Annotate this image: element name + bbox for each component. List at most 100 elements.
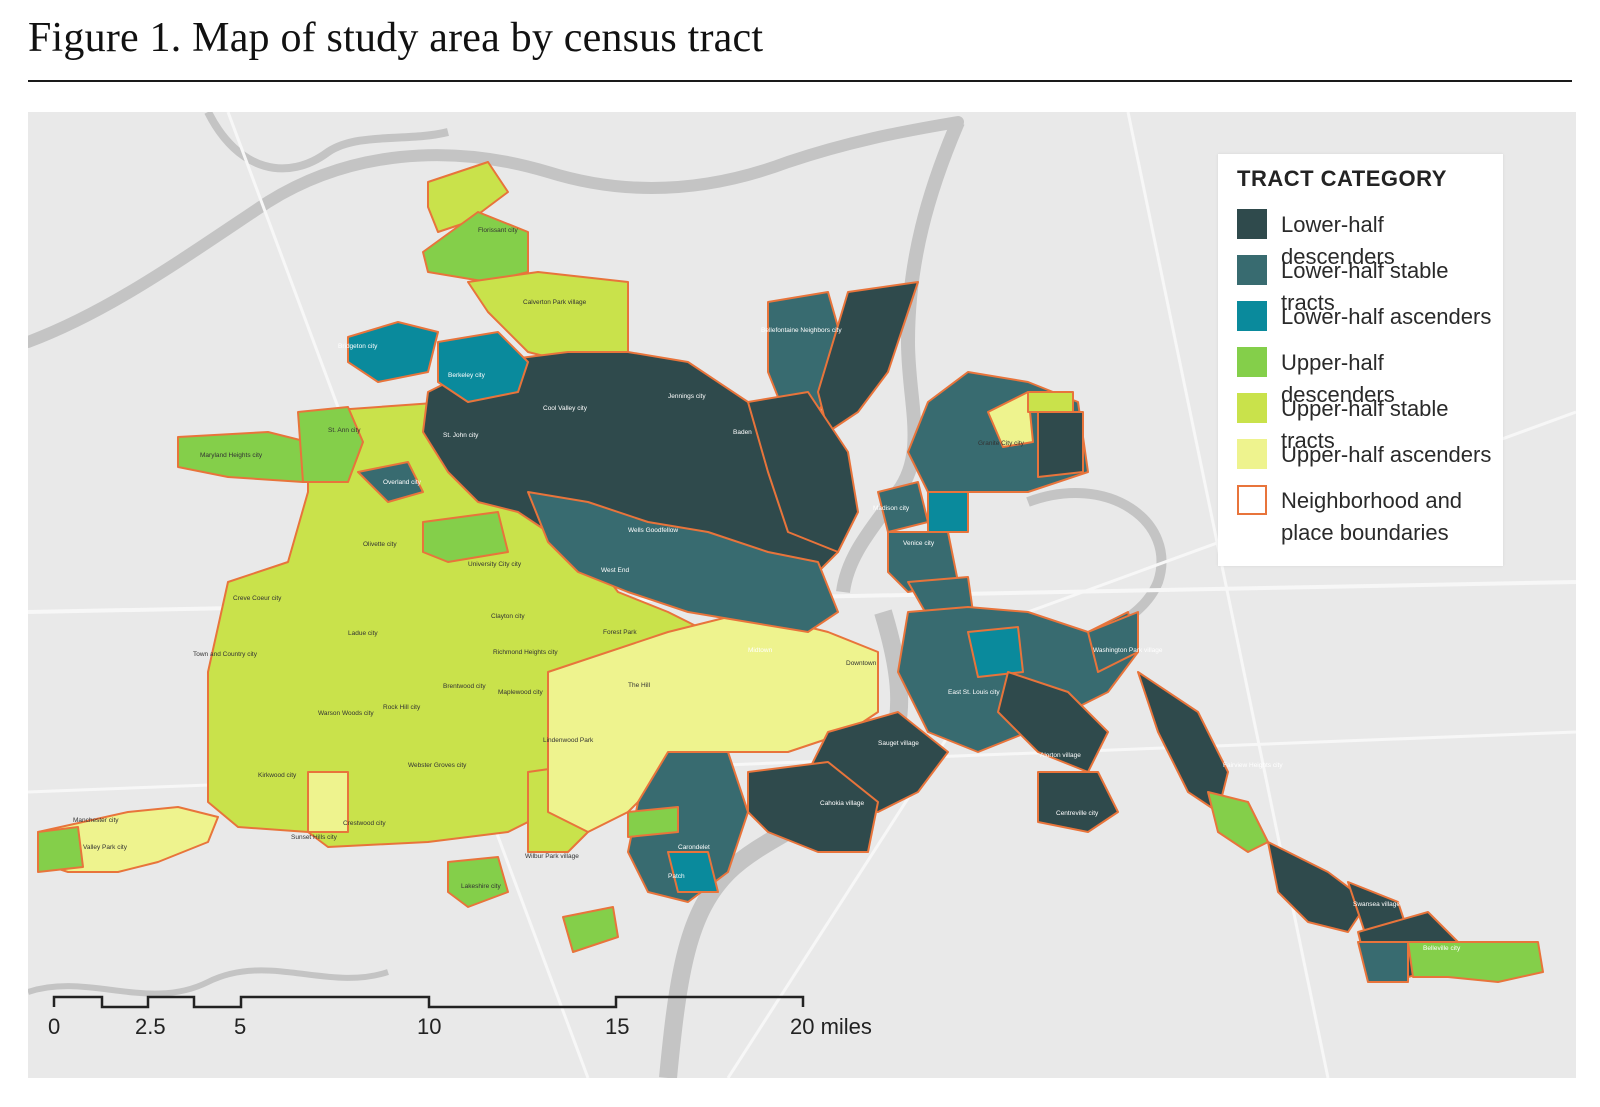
place-label-bellefontaine: Bellefontaine Neighbors city	[761, 327, 842, 334]
legend-label: Lower-half descenders	[1281, 212, 1395, 269]
place-label-carondelet: Carondelet	[678, 844, 710, 851]
tract-university-city[interactable]	[422, 511, 509, 563]
legend-label: Upper-half descenders	[1281, 350, 1395, 407]
legend-label: Lower-half stable tracts	[1281, 258, 1449, 315]
tract-holly-green[interactable]	[627, 806, 679, 838]
place-label-town-country: Town and Country city	[193, 651, 258, 658]
place-labels: Florissant city Calverton Park village B…	[73, 227, 1461, 952]
tract-riverview[interactable]	[817, 281, 919, 433]
legend-title: TRACT CATEGORY	[1237, 166, 1447, 191]
tract-south-green[interactable]	[562, 906, 619, 953]
place-label-florissant: Florissant city	[478, 227, 518, 234]
legend-label: Lower-half ascenders	[1281, 304, 1492, 329]
place-label-cool-valley: Cool Valley city	[543, 405, 588, 412]
place-label-st-john: St. John city	[443, 432, 479, 439]
scale-tick-15: 15	[605, 1014, 629, 1039]
scale-bar-labels: 0 2.5 5 10 15 20 miles	[48, 1014, 872, 1039]
place-label-fairview-heights: Fairview Heights city	[1223, 762, 1283, 769]
tract-fairview-heights[interactable]	[1137, 671, 1229, 813]
place-label-valley-park: Valley Park city	[83, 844, 128, 851]
tract-cahokia[interactable]	[747, 761, 879, 853]
tract-belleville-stable[interactable]	[1357, 941, 1409, 983]
tract-north-stable[interactable]	[527, 491, 839, 633]
place-label-wilbur-park: Wilbur Park village	[525, 853, 579, 860]
place-label-brentwood: Brentwood city	[443, 683, 486, 690]
scale-tick-2-5: 2.5	[135, 1014, 166, 1039]
place-label-midtown: Midtown	[748, 647, 773, 654]
place-label-granite-city: Granite City city	[978, 440, 1025, 447]
place-label-belleville: Belleville city	[1423, 945, 1461, 952]
place-label-maplewood: Maplewood city	[498, 689, 544, 696]
legend-swatch	[1237, 301, 1267, 331]
place-label-baden: Baden	[733, 429, 752, 436]
tract-patch[interactable]	[667, 851, 719, 893]
tract-granite-dark[interactable]	[1037, 411, 1084, 478]
tract-riverfront[interactable]	[747, 391, 859, 553]
place-label-crestwood: Crestwood city	[343, 820, 386, 827]
legend-swatch	[1237, 439, 1267, 469]
figure-title: Figure 1. Map of study area by census tr…	[28, 15, 764, 61]
legend: TRACT CATEGORY Lower-half descenders Low…	[1218, 154, 1503, 566]
legend-item-upper-half-descenders: Upper-half descenders	[1237, 347, 1503, 411]
tract-sunset-hills[interactable]	[307, 771, 349, 833]
tract-washington-park[interactable]	[1087, 611, 1139, 673]
tract-fairview-green[interactable]	[1207, 791, 1269, 853]
scale-tick-10: 10	[417, 1014, 441, 1039]
legend-item-lower-half-ascenders: Lower-half ascenders	[1237, 301, 1491, 333]
map-canvas: Florissant city Calverton Park village B…	[28, 112, 1576, 1078]
place-label-rock-hill: Rock Hill city	[383, 704, 421, 711]
place-label-madison: Madison city	[873, 505, 910, 512]
place-label-maryland-heights: Maryland Heights city	[200, 452, 263, 459]
scale-tick-5: 5	[234, 1014, 246, 1039]
tract-granite-green[interactable]	[1027, 391, 1074, 413]
legend-label: Upper-half ascenders	[1281, 442, 1492, 467]
scale-bar-line	[52, 995, 805, 1009]
place-label-sauget: Sauget village	[878, 740, 919, 747]
place-label-lindenwood-park: Lindenwood Park	[543, 737, 594, 744]
legend-label: Upper-half stable tracts	[1281, 396, 1449, 453]
tract-belleville-green[interactable]	[1407, 941, 1544, 983]
tract-swansea[interactable]	[1267, 841, 1369, 933]
place-label-west-end: West End	[601, 567, 629, 574]
tract-berkeley[interactable]	[437, 331, 529, 403]
meramec-river	[28, 967, 389, 997]
legend-swatch-outline	[1237, 485, 1267, 515]
tract-twin-oaks[interactable]	[37, 826, 84, 873]
road-4	[1126, 112, 1330, 1078]
place-label-kirkwood: Kirkwood city	[258, 772, 297, 779]
place-label-wells-goodfellow: Wells Goodfellow	[628, 527, 678, 534]
legend-item-lower-half-descenders: Lower-half descenders	[1237, 209, 1503, 273]
tract-eastside-asc[interactable]	[967, 626, 1024, 678]
place-label-manchester: Manchester city	[73, 817, 119, 824]
place-label-overland: Overland city	[383, 479, 422, 486]
place-label-richmond-heights: Richmond Heights city	[493, 649, 558, 656]
tract-bridgeton[interactable]	[347, 321, 439, 383]
place-label-east-stlouis: East St. Louis city	[948, 689, 1000, 696]
tract-lakeshire[interactable]	[447, 856, 509, 908]
place-label-university-city: University City city	[468, 561, 522, 568]
place-label-washington-park: Washington Park village	[1093, 647, 1163, 654]
tract-madison-asc[interactable]	[927, 491, 969, 533]
legend-item-boundaries: Neighborhood and place boundaries	[1237, 485, 1462, 549]
legend-swatch	[1237, 393, 1267, 423]
scale-bar	[52, 995, 805, 1009]
map-area[interactable]: Florissant city Calverton Park village B…	[28, 112, 1576, 1078]
tract-st-ann[interactable]	[297, 406, 364, 483]
place-label-forest-park: Forest Park	[603, 629, 637, 636]
legend-item-upper-half-stable: Upper-half stable tracts	[1237, 393, 1503, 457]
place-label-downtown: Downtown	[846, 660, 877, 667]
tract-overland[interactable]	[357, 461, 424, 503]
mississippi-river-north	[836, 119, 965, 594]
missouri-river-branch	[204, 112, 449, 173]
tract-centreville[interactable]	[1037, 771, 1119, 833]
place-label-alorton: Alorton village	[1040, 752, 1081, 759]
place-label-bridgeton: Bridgeton city	[338, 343, 378, 350]
place-label-olivette: Olivette city	[363, 541, 397, 548]
legend-item-lower-half-stable: Lower-half stable tracts	[1237, 255, 1503, 319]
missouri-river	[28, 116, 964, 348]
place-label-lakeshire: Lakeshire city	[461, 883, 501, 890]
tract-florissant-north[interactable]	[422, 211, 529, 283]
place-label-centreville: Centreville city	[1056, 810, 1099, 817]
tract-granite-asc[interactable]	[987, 391, 1034, 448]
place-label-clayton: Clayton city	[491, 613, 525, 620]
